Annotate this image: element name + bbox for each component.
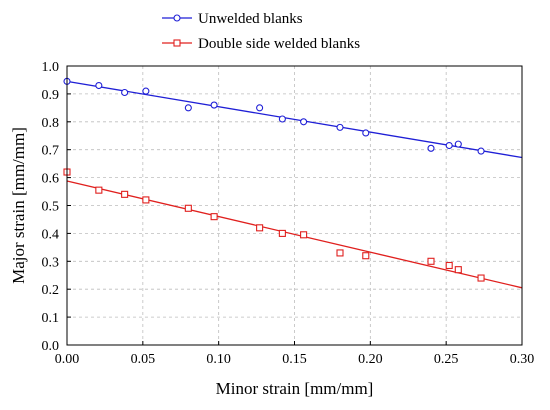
y-tick-label: 0.7 [42, 144, 60, 159]
data-point [95, 186, 103, 194]
x-tick-label: 0.30 [510, 352, 535, 367]
data-point [445, 141, 453, 150]
legend-label: Double side welded blanks [198, 36, 360, 52]
data-point [300, 231, 308, 239]
y-tick-label: 0.6 [42, 172, 60, 187]
legend-marker [173, 14, 181, 22]
grid-lines [67, 66, 522, 345]
data-point [336, 123, 344, 131]
y-tick-label: 1.0 [42, 60, 60, 75]
data-point [121, 190, 129, 198]
x-axis-title: Minor strain [mm/mm] [216, 379, 374, 398]
data-point [454, 266, 462, 274]
data-point [184, 204, 192, 212]
y-tick-label: 0.3 [42, 255, 60, 270]
y-tick-label: 0.1 [42, 311, 60, 326]
x-tick-label: 0.25 [434, 352, 459, 367]
y-tick-label: 0.4 [42, 227, 60, 242]
y-tick-label: 0.8 [42, 116, 60, 131]
x-tick-label: 0.15 [282, 352, 307, 367]
y-tick-label: 0.2 [42, 283, 60, 298]
data-point [210, 101, 218, 109]
data-point [142, 196, 150, 204]
data-point [477, 147, 485, 155]
data-point [362, 129, 370, 137]
x-tick-label: 0.10 [206, 352, 231, 367]
data-point [210, 213, 218, 221]
data-point [336, 249, 344, 257]
data-point [427, 144, 435, 152]
data-points [63, 77, 485, 282]
data-point [278, 115, 286, 123]
data-point [427, 257, 435, 265]
fit-lines [66, 80, 523, 289]
data-point [454, 140, 462, 148]
x-tick-label: 0.05 [131, 352, 156, 367]
data-point [445, 261, 453, 270]
legend-label: Unwelded blanks [198, 11, 303, 27]
y-tick-label: 0.0 [42, 339, 60, 354]
x-tick-label: 0.20 [358, 352, 383, 367]
data-point [256, 104, 264, 112]
x-tick-label: 0.00 [55, 352, 80, 367]
data-point [256, 224, 264, 232]
y-axis-title: Major strain [mm/mm] [9, 127, 28, 284]
data-point [362, 252, 370, 260]
y-tick-label: 0.5 [42, 200, 60, 215]
legend: Unwelded blanks Double side welded blanks [162, 11, 360, 52]
y-tick-label: 0.9 [42, 88, 60, 103]
data-point [142, 87, 150, 95]
data-point [300, 118, 308, 126]
data-point [95, 81, 103, 90]
data-point [278, 229, 286, 237]
legend-marker [173, 39, 181, 47]
data-point [121, 88, 129, 97]
data-point [477, 274, 485, 282]
data-point [184, 104, 192, 112]
axis-ticks: 0.00 0.05 0.10 0.15 0.20 0.25 0.30 0.0 0.1 0.2 0.3… [42, 60, 535, 367]
